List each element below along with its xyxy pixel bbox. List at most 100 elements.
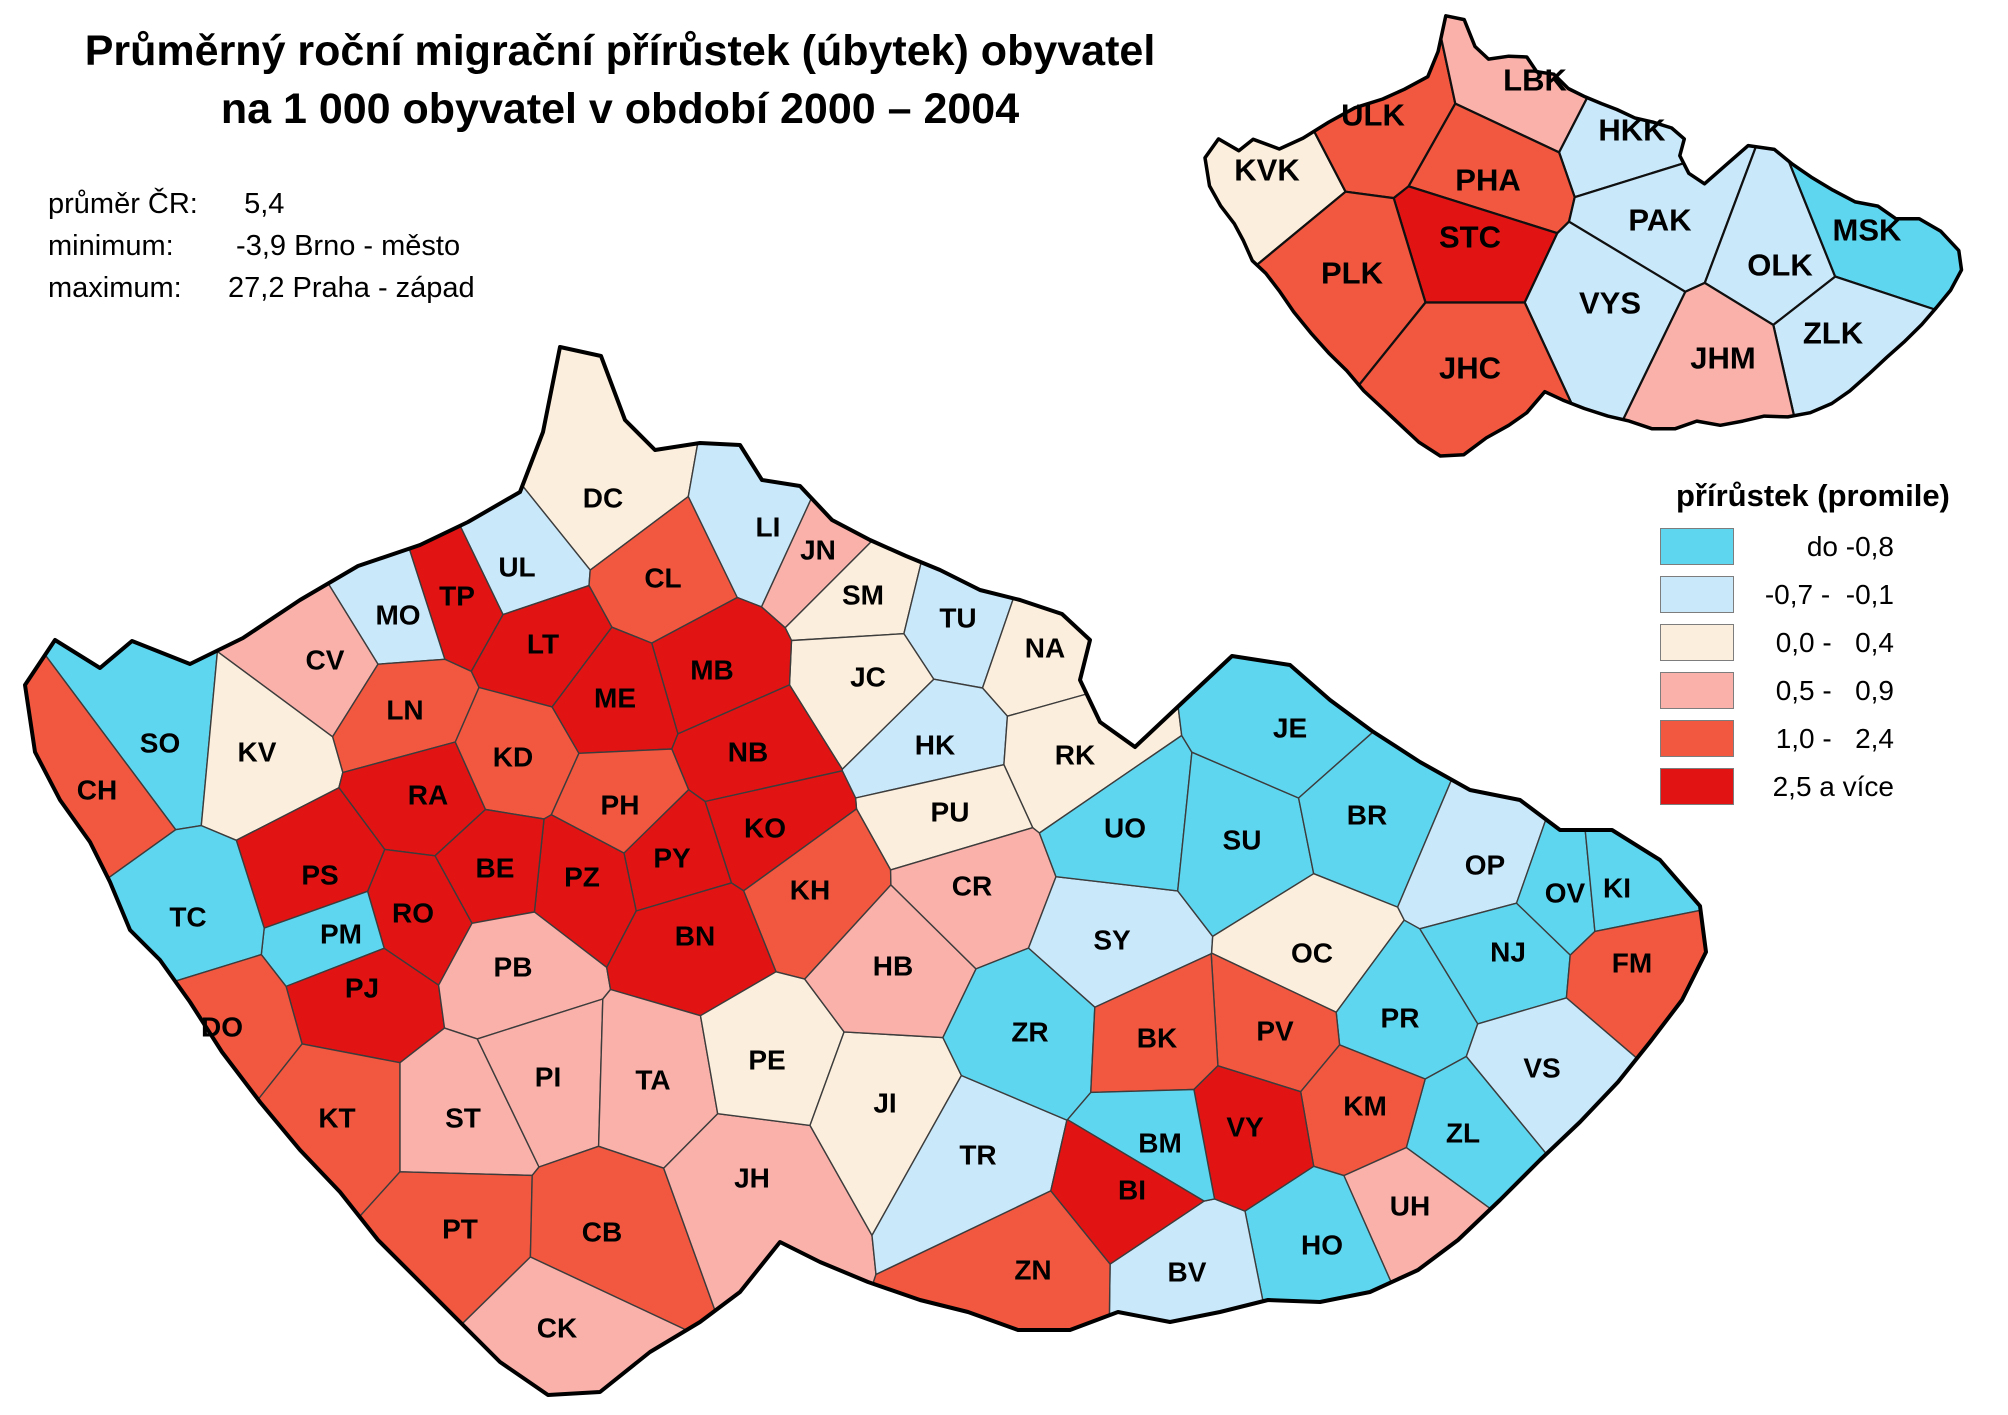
legend-label: 2,5 a více xyxy=(1772,770,1894,802)
district-label-BK: BK xyxy=(1137,1023,1177,1054)
district-label-JH: JH xyxy=(734,1163,770,1194)
region-label-OLK: OLK xyxy=(1747,248,1813,283)
region-label-PLK: PLK xyxy=(1321,256,1384,291)
district-label-CK: CK xyxy=(537,1313,577,1344)
legend-swatch-p25plus xyxy=(1660,768,1734,805)
district-label-MO: MO xyxy=(375,600,420,631)
district-label-ZN: ZN xyxy=(1014,1255,1051,1286)
district-label-BR: BR xyxy=(1347,800,1387,831)
district-shape-BI xyxy=(1050,1119,1205,1265)
region-label-ULK: ULK xyxy=(1341,98,1405,133)
district-label-ME: ME xyxy=(594,683,636,714)
district-label-KT: KT xyxy=(318,1103,355,1134)
district-label-RA: RA xyxy=(408,780,448,811)
district-label-JE: JE xyxy=(1273,713,1307,744)
legend-label: do -0,8 xyxy=(1806,530,1894,562)
district-label-SY: SY xyxy=(1093,925,1131,956)
district-label-VS: VS xyxy=(1523,1053,1560,1084)
district-shape-BM xyxy=(1066,1088,1216,1202)
stat-value: 5,4 xyxy=(228,188,285,220)
map-title: Průměrný roční migrační přírůstek (úbyte… xyxy=(30,22,1210,138)
district-label-PE: PE xyxy=(748,1045,785,1076)
region-overview-map: KVK ULK LBK HKK PHA STC PAK PLK VYS OLK MSK ZLK JHC J… xyxy=(1203,14,1964,458)
legend-swatch-p05-p09 xyxy=(1660,672,1734,709)
region-label-MSK: MSK xyxy=(1833,213,1903,248)
district-label-SU: SU xyxy=(1223,825,1262,856)
district-label-UL: UL xyxy=(498,552,535,583)
district-label-UO: UO xyxy=(1104,813,1146,844)
legend-row-m07-m01: -0,7 - -0,1 xyxy=(1660,576,1950,613)
district-label-PB: PB xyxy=(494,952,533,983)
legend-title: přírůstek (promile) xyxy=(1676,478,1950,513)
district-label-BE: BE xyxy=(476,853,515,884)
district-label-DO: DO xyxy=(201,1012,243,1043)
region-label-VYS: VYS xyxy=(1579,286,1641,321)
legend-swatch-m07-m01 xyxy=(1660,576,1734,613)
district-label-PY: PY xyxy=(653,843,691,874)
district-label-KI: KI xyxy=(1603,873,1631,904)
district-label-CL: CL xyxy=(644,563,681,594)
stat-label: maximum: xyxy=(48,272,182,304)
district-label-BV: BV xyxy=(1168,1257,1207,1288)
district-border-outline xyxy=(23,345,1708,1397)
district-label-MB: MB xyxy=(690,655,734,686)
district-label-CH: CH xyxy=(77,775,117,806)
district-label-CR: CR xyxy=(952,871,992,902)
stat-row: minimum: -3,9 Brno - město xyxy=(48,230,475,263)
district-label-PV: PV xyxy=(1256,1016,1294,1047)
district-label-PS: PS xyxy=(301,860,338,891)
district-label-PR: PR xyxy=(1381,1003,1420,1034)
district-label-BI: BI xyxy=(1118,1175,1146,1206)
district-label-HB: HB xyxy=(873,951,913,982)
district-label-NA: NA xyxy=(1025,633,1065,664)
district-label-ZL: ZL xyxy=(1446,1118,1480,1149)
district-label-TC: TC xyxy=(169,902,206,933)
district-label-RO: RO xyxy=(392,898,434,929)
legend-row-p05-p09: 0,5 - 0,9 xyxy=(1660,672,1950,709)
district-label-PU: PU xyxy=(931,797,970,828)
stat-label: průměr ČR: xyxy=(48,188,198,220)
district-label-PH: PH xyxy=(601,790,640,821)
district-label-VY: VY xyxy=(1226,1112,1264,1143)
stat-label: minimum: xyxy=(48,230,174,262)
district-label-PZ: PZ xyxy=(564,862,600,893)
stat-row: průměr ČR: 5,4 xyxy=(48,188,475,221)
district-label-BN: BN xyxy=(675,921,715,952)
district-label-OV: OV xyxy=(1545,878,1586,909)
district-label-PM: PM xyxy=(320,919,362,950)
legend-label: 0,5 - 0,9 xyxy=(1775,674,1894,706)
region-label-PAK: PAK xyxy=(1628,203,1692,238)
district-label-TP: TP xyxy=(439,581,475,612)
map-title-line2: na 1 000 obyvatel v období 2000 – 2004 xyxy=(220,85,1020,134)
district-label-TA: TA xyxy=(635,1065,670,1096)
legend-label: 0,0 - 0,4 xyxy=(1775,626,1894,658)
legend-rows: do -0,8 -0,7 - -0,1 0,0 - 0,4 0,5 - 0,9 1,0 … xyxy=(1660,528,1950,805)
stat-value: -3,9 Brno - město xyxy=(228,230,461,262)
district-label-KM: KM xyxy=(1343,1091,1387,1122)
legend-row-p25plus: 2,5 a více xyxy=(1660,768,1950,805)
summary-stats: průměr ČR: 5,4 minimum: -3,9 Brno - město… xyxy=(48,188,475,314)
district-label-HO: HO xyxy=(1301,1230,1343,1261)
district-label-NB: NB xyxy=(728,737,768,768)
district-label-LT: LT xyxy=(527,629,559,660)
legend-row-p00-p04: 0,0 - 0,4 xyxy=(1660,624,1950,661)
district-label-TU: TU xyxy=(939,603,976,634)
district-label-PI: PI xyxy=(535,1062,561,1093)
region-label-JHC: JHC xyxy=(1439,351,1501,386)
district-label-DC: DC xyxy=(583,483,623,514)
map-title-line1: Průměrný roční migrační přírůstek (úbyte… xyxy=(84,27,1156,75)
district-label-KD: KD xyxy=(493,742,533,773)
district-label-RK: RK xyxy=(1055,740,1095,771)
district-label-CB: CB xyxy=(582,1217,622,1248)
district-label-PT: PT xyxy=(442,1214,478,1245)
district-label-PJ: PJ xyxy=(345,973,379,1004)
district-label-KV: KV xyxy=(238,737,277,768)
district-label-ZR: ZR xyxy=(1011,1017,1048,1048)
district-label-NJ: NJ xyxy=(1490,937,1526,968)
legend-swatch-p00-p04 xyxy=(1660,624,1734,661)
district-label-LI: LI xyxy=(756,512,781,543)
stat-value: 27,2 Praha - západ xyxy=(228,272,475,304)
